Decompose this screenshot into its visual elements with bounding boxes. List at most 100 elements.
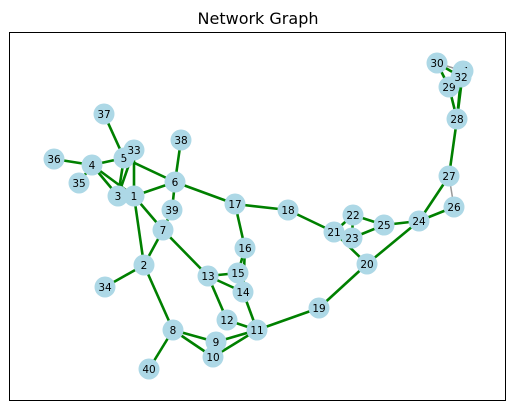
node-label: 35 — [72, 178, 85, 190]
node-26: 26 — [443, 196, 465, 218]
node-circle — [450, 66, 472, 88]
node-label: 13 — [201, 271, 214, 283]
node-18: 18 — [277, 199, 299, 221]
node-circle — [170, 129, 192, 151]
node-10: 10 — [202, 346, 224, 368]
node-circle — [94, 276, 116, 298]
node-circle — [308, 297, 330, 319]
node-label: 26 — [447, 202, 461, 214]
edge-1-2 — [132, 195, 146, 266]
node-17: 17 — [224, 193, 246, 215]
edge-19-20 — [318, 263, 368, 309]
node-circle — [323, 221, 345, 243]
edge-2-8 — [142, 264, 175, 331]
node-circle — [443, 196, 465, 218]
node-7: 7 — [152, 219, 174, 241]
node-circle — [232, 281, 254, 303]
node-12: 12 — [216, 309, 238, 331]
node-circle — [152, 219, 174, 241]
node-circle — [81, 154, 103, 176]
node-label: 12 — [220, 315, 233, 327]
node-label: 38 — [174, 135, 187, 147]
node-circle — [93, 103, 115, 125]
node-34: 34 — [94, 276, 116, 298]
node-38: 38 — [170, 129, 192, 151]
node-circle — [227, 262, 249, 284]
node-37: 37 — [93, 103, 115, 125]
node-circle — [246, 319, 268, 341]
node-label: 7 — [160, 225, 167, 237]
node-circle — [216, 309, 238, 331]
node-40: 40 — [138, 358, 160, 380]
node-label: 36 — [47, 154, 61, 166]
node-label: 20 — [360, 259, 373, 271]
node-label: 40 — [142, 364, 155, 376]
node-35: 35 — [68, 172, 90, 194]
node-39: 39 — [161, 199, 183, 221]
node-33: 33 — [123, 139, 145, 161]
node-label: 4 — [89, 160, 96, 172]
node-16: 16 — [234, 237, 256, 259]
node-circle — [342, 204, 364, 226]
node-label: 24 — [412, 216, 426, 228]
node-21: 21 — [323, 221, 345, 243]
chart-title: Network Graph — [198, 9, 319, 28]
node-27: 27 — [438, 165, 460, 187]
node-25: 25 — [373, 214, 395, 236]
node-circle — [43, 148, 65, 170]
node-circle — [277, 199, 299, 221]
node-circle — [123, 139, 145, 161]
node-circle — [202, 346, 224, 368]
node-circle — [138, 358, 160, 380]
node-label: 17 — [228, 199, 241, 211]
node-23: 23 — [341, 227, 363, 249]
node-circle — [446, 108, 468, 130]
node-circle — [341, 227, 363, 249]
node-label: 15 — [231, 268, 244, 280]
edge-20-24 — [366, 219, 420, 266]
node-24: 24 — [408, 210, 430, 232]
node-label: 23 — [345, 233, 358, 245]
node-28: 28 — [446, 108, 468, 130]
node-label: 5 — [121, 153, 128, 165]
node-label: 8 — [170, 325, 177, 337]
node-label: 21 — [327, 227, 340, 239]
node-label: 18 — [281, 205, 294, 217]
node-20: 20 — [356, 253, 378, 275]
node-circle — [164, 171, 186, 193]
node-19: 19 — [308, 297, 330, 319]
node-label: 22 — [346, 210, 359, 222]
node-3: 3 — [107, 185, 129, 207]
node-label: 3 — [115, 191, 122, 203]
node-13: 13 — [197, 265, 219, 287]
node-label: 9 — [213, 337, 220, 349]
node-circle — [408, 210, 430, 232]
node-2: 2 — [133, 254, 155, 276]
node-circle — [234, 237, 256, 259]
node-label: 32 — [454, 72, 467, 84]
node-label: 28 — [450, 114, 463, 126]
node-circle — [68, 172, 90, 194]
node-label: 19 — [312, 303, 325, 315]
node-circle — [161, 199, 183, 221]
node-label: 6 — [172, 177, 179, 189]
node-4: 4 — [81, 154, 103, 176]
node-30: 30 — [426, 52, 448, 74]
node-15: 15 — [227, 262, 249, 284]
node-22: 22 — [342, 204, 364, 226]
node-11: 11 — [246, 319, 268, 341]
node-circle — [123, 185, 145, 207]
node-36: 36 — [43, 148, 65, 170]
node-circle — [107, 185, 129, 207]
node-label: 34 — [98, 282, 112, 294]
plot-frame — [9, 32, 506, 401]
edge-7-13 — [162, 229, 209, 277]
edge-11-19 — [256, 306, 320, 332]
node-circle — [133, 254, 155, 276]
node-circle — [197, 265, 219, 287]
node-1: 1 — [123, 185, 145, 207]
node-label: 2 — [141, 260, 148, 272]
node-label: 39 — [165, 205, 178, 217]
node-6: 6 — [164, 171, 186, 193]
